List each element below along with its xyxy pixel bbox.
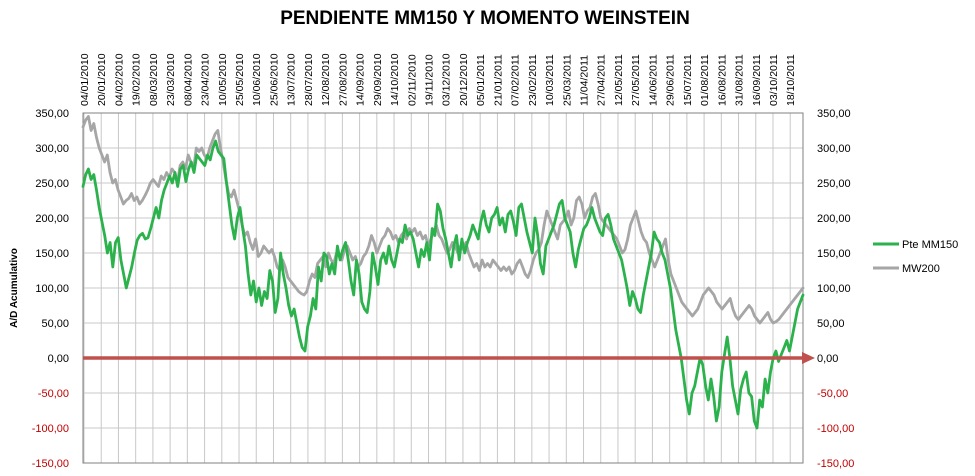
y-tick-right-label: 50,00 (817, 318, 845, 330)
y-tick-left-label: 350,00 (35, 108, 69, 120)
x-tick-label: 12/05/2011 (613, 54, 625, 106)
x-tick-label: 19/11/2010 (423, 54, 435, 106)
legend-label: MW200 (902, 263, 940, 275)
y-axis-left-ticks: 350,00 300,00 250,00 200,00 150,00 100,00 50,0… (32, 108, 69, 470)
legend: Pte MM150 MW200 (873, 239, 958, 275)
x-tick-label: 16/08/2011 (716, 54, 728, 106)
x-tick-label: 23/03/2010 (165, 53, 177, 106)
y-tick-left-label: -150,00 (32, 458, 69, 470)
x-tick-label: 01/08/2011 (699, 54, 711, 106)
series-lines (81, 115, 805, 430)
x-tick-label: 21/01/2011 (492, 54, 504, 106)
y-tick-left-label: 250,00 (35, 178, 69, 190)
x-tick-label: 08/03/2010 (148, 53, 160, 106)
x-tick-label: 07/02/2011 (510, 54, 522, 106)
y-tick-right-label: 200,00 (817, 213, 851, 225)
x-axis-ticks: 04/01/2010 20/01/2010 04/02/2010 19/02/2010… (79, 53, 797, 106)
x-tick-label: 02/11/2010 (406, 54, 418, 106)
x-tick-label: 04/02/2010 (113, 53, 125, 106)
x-tick-label: 16/09/2011 (751, 54, 763, 106)
x-tick-label: 15/07/2011 (682, 54, 694, 106)
y-axis-label: A/D Acumulativo (9, 248, 20, 328)
x-tick-label: 03/12/2010 (441, 53, 453, 106)
y-tick-left-label: -50,00 (38, 388, 69, 400)
x-tick-label: 12/08/2010 (320, 53, 332, 106)
y-tick-right-label: -150,00 (817, 458, 854, 470)
x-tick-label: 18/10/2011 (785, 54, 797, 106)
x-tick-label: 04/01/2010 (79, 53, 91, 106)
y-tick-left-label: 100,00 (35, 283, 69, 295)
x-tick-label: 28/07/2010 (303, 53, 315, 106)
x-tick-label: 29/09/2010 (372, 53, 384, 106)
x-tick-label: 23/04/2010 (200, 53, 212, 106)
y-tick-left-label: 50,00 (41, 318, 69, 330)
x-tick-label: 20/12/2010 (458, 53, 470, 106)
x-tick-label: 14/09/2010 (355, 53, 367, 106)
x-tick-label: 23/02/2011 (527, 54, 539, 106)
y-tick-right-label: -50,00 (817, 388, 848, 400)
y-tick-left-label: 0,00 (48, 353, 69, 365)
zero-line-group (83, 352, 815, 364)
y-tick-left-label: -100,00 (32, 423, 69, 435)
y-tick-right-label: 250,00 (817, 178, 851, 190)
x-tick-label: 29/06/2011 (665, 54, 677, 106)
x-tick-label: 19/02/2010 (131, 53, 143, 106)
y-tick-right-label: -100,00 (817, 423, 854, 435)
y-axis-right-ticks: 350,00 300,00 250,00 200,00 150,00 100,00 50,0… (817, 108, 854, 470)
x-tick-label: 10/03/2011 (544, 54, 556, 106)
y-tick-right-label: 300,00 (817, 143, 851, 155)
x-tick-label: 14/10/2010 (389, 53, 401, 106)
y-tick-right-label: 150,00 (817, 248, 851, 260)
x-tick-label: 27/05/2011 (630, 54, 642, 106)
chart-title: PENDIENTE MM150 Y MOMENTO WEINSTEIN (280, 8, 690, 29)
y-tick-right-label: 100,00 (817, 283, 851, 295)
x-tick-label: 25/06/2010 (268, 53, 280, 106)
y-tick-left-label: 200,00 (35, 213, 69, 225)
x-tick-label: 11/04/2011 (579, 55, 591, 106)
y-tick-left-label: 150,00 (35, 248, 69, 260)
x-tick-label: 08/04/2010 (182, 53, 194, 106)
x-tick-label: 13/07/2010 (286, 53, 298, 106)
x-tick-label: 05/01/2011 (475, 54, 487, 106)
x-tick-label: 25/05/2010 (234, 53, 246, 106)
x-tick-label: 03/10/2011 (768, 54, 780, 106)
y-tick-right-label: 0,00 (817, 353, 838, 365)
x-tick-label: 10/05/2010 (217, 53, 229, 106)
y-tick-right-label: 350,00 (817, 108, 851, 120)
x-tick-label: 25/03/2011 (561, 54, 573, 106)
x-tick-label: 27/08/2010 (337, 53, 349, 106)
x-tick-label: 14/06/2011 (647, 54, 659, 106)
x-tick-label: 10/06/2010 (251, 53, 263, 106)
x-tick-label: 20/01/2010 (96, 53, 108, 106)
y-tick-left-label: 300,00 (35, 143, 69, 155)
series-line-pte-mm150 (81, 139, 805, 430)
x-tick-label: 31/08/2011 (734, 54, 746, 106)
legend-label: Pte MM150 (902, 239, 958, 251)
zero-line-arrowhead (802, 352, 815, 364)
x-tick-label: 27/04/2011 (596, 54, 608, 106)
series-line-mw200 (81, 115, 805, 325)
